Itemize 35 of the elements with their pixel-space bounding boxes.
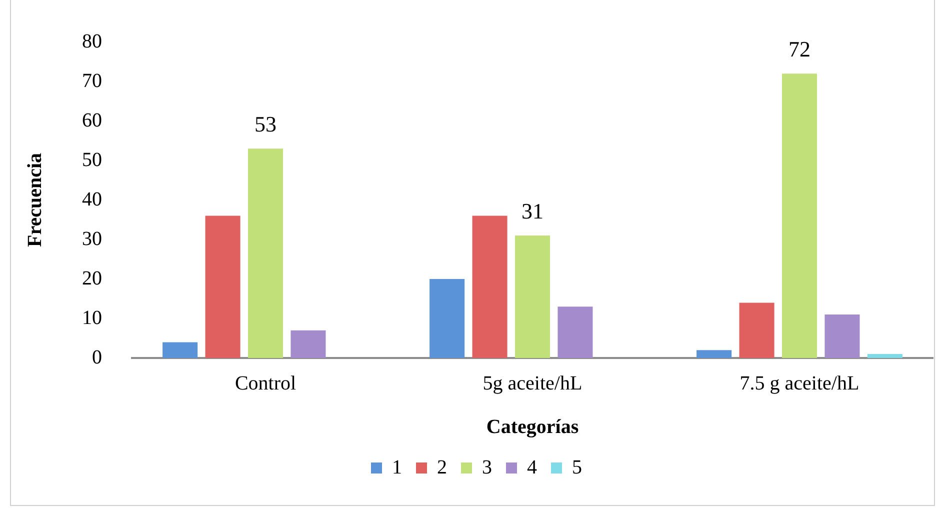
bar <box>558 306 593 358</box>
y-tick-label: 30 <box>82 228 102 250</box>
bar <box>867 354 902 358</box>
bar <box>248 148 284 358</box>
bar <box>205 216 240 358</box>
legend-label: 3 <box>482 456 492 478</box>
y-tick-label: 20 <box>82 267 102 290</box>
legend-label: 1 <box>392 456 402 478</box>
y-tick-label: 80 <box>82 30 102 52</box>
legend-label: 4 <box>527 456 537 478</box>
legend-label: 5 <box>572 456 582 478</box>
y-tick-label: 40 <box>82 188 102 210</box>
y-axis-title: Frecuencia <box>24 152 46 248</box>
y-tick-label: 70 <box>82 70 102 92</box>
bar <box>782 74 818 358</box>
bar <box>696 350 732 358</box>
x-tick-label: Control <box>234 372 296 394</box>
data-label: 53 <box>254 111 276 136</box>
bar <box>290 330 326 358</box>
x-axis-title: Categorías <box>486 416 579 438</box>
bar <box>824 314 860 358</box>
bar <box>514 236 550 358</box>
x-tick-label: 5g aceite/hL <box>482 372 582 394</box>
bar <box>162 342 198 358</box>
data-label: 31 <box>522 198 544 224</box>
x-tick-label: 7.5 g aceite/hL <box>740 372 860 394</box>
bar <box>430 279 465 358</box>
y-tick-label: 60 <box>82 109 102 132</box>
bar <box>739 302 774 358</box>
y-tick-label: 50 <box>82 148 102 171</box>
y-tick-label: 10 <box>82 306 102 329</box>
y-tick-label: 0 <box>92 346 102 368</box>
data-label: 72 <box>788 36 810 62</box>
legend-label: 2 <box>437 456 447 478</box>
bar <box>472 216 508 358</box>
